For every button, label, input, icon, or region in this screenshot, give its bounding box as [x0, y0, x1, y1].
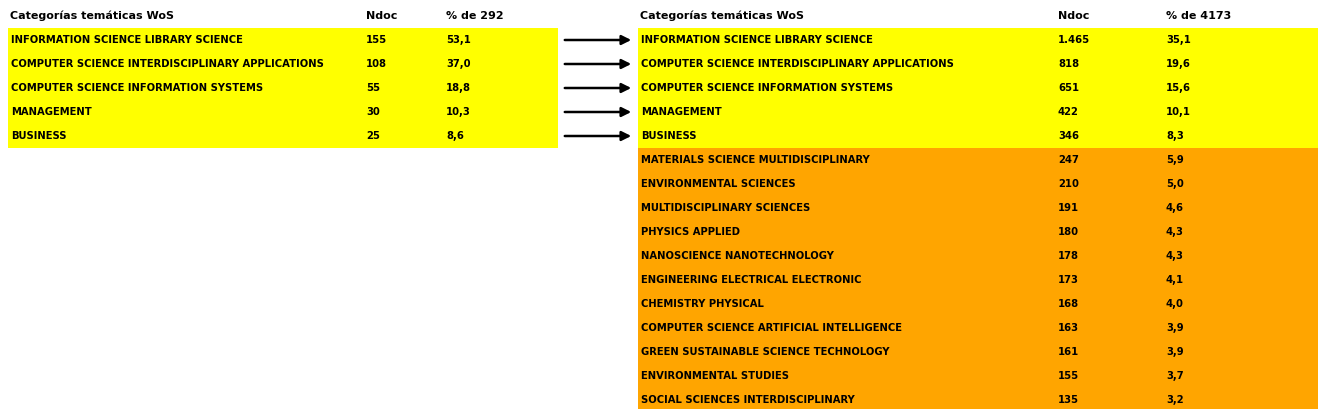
- Text: 168: 168: [1058, 299, 1080, 309]
- Bar: [638, 244, 1318, 268]
- Text: ENVIRONMENTAL STUDIES: ENVIRONMENTAL STUDIES: [642, 371, 789, 381]
- Text: 4,3: 4,3: [1166, 227, 1184, 237]
- Text: 191: 191: [1058, 203, 1080, 213]
- Text: % de 292: % de 292: [446, 11, 504, 21]
- Text: 8,3: 8,3: [1166, 131, 1184, 141]
- Text: INFORMATION SCIENCE LIBRARY SCIENCE: INFORMATION SCIENCE LIBRARY SCIENCE: [642, 35, 873, 45]
- Bar: [8, 28, 558, 52]
- Text: 3,7: 3,7: [1166, 371, 1184, 381]
- Bar: [638, 316, 1318, 340]
- Bar: [638, 268, 1318, 292]
- Text: COMPUTER SCIENCE ARTIFICIAL INTELLIGENCE: COMPUTER SCIENCE ARTIFICIAL INTELLIGENCE: [642, 323, 902, 333]
- Text: 55: 55: [366, 83, 380, 93]
- Bar: [638, 340, 1318, 364]
- Text: 818: 818: [1058, 59, 1080, 69]
- Bar: [8, 100, 558, 124]
- Text: 53,1: 53,1: [446, 35, 471, 45]
- Text: Ndoc: Ndoc: [366, 11, 397, 21]
- Text: 4,3: 4,3: [1166, 251, 1184, 261]
- Text: CHEMISTRY PHYSICAL: CHEMISTRY PHYSICAL: [642, 299, 763, 309]
- Bar: [8, 124, 558, 148]
- Bar: [638, 172, 1318, 196]
- Text: 18,8: 18,8: [446, 83, 471, 93]
- Bar: [8, 52, 558, 76]
- Text: MATERIALS SCIENCE MULTIDISCIPLINARY: MATERIALS SCIENCE MULTIDISCIPLINARY: [642, 155, 869, 165]
- Bar: [638, 220, 1318, 244]
- Bar: [638, 124, 1318, 148]
- Text: 3,9: 3,9: [1166, 347, 1184, 357]
- Text: ENGINEERING ELECTRICAL ELECTRONIC: ENGINEERING ELECTRICAL ELECTRONIC: [642, 275, 861, 285]
- Bar: [638, 364, 1318, 388]
- Text: MULTIDISCIPLINARY SCIENCES: MULTIDISCIPLINARY SCIENCES: [642, 203, 810, 213]
- Text: COMPUTER SCIENCE INFORMATION SYSTEMS: COMPUTER SCIENCE INFORMATION SYSTEMS: [11, 83, 263, 93]
- Bar: [638, 388, 1318, 409]
- Text: 30: 30: [366, 107, 380, 117]
- Bar: [638, 292, 1318, 316]
- Text: 178: 178: [1058, 251, 1080, 261]
- Text: 247: 247: [1058, 155, 1078, 165]
- Text: 210: 210: [1058, 179, 1078, 189]
- Text: 180: 180: [1058, 227, 1080, 237]
- Text: 5,9: 5,9: [1166, 155, 1184, 165]
- Text: 35,1: 35,1: [1166, 35, 1191, 45]
- Bar: [638, 76, 1318, 100]
- Text: Ndoc: Ndoc: [1058, 11, 1089, 21]
- Text: 15,6: 15,6: [1166, 83, 1191, 93]
- Text: 422: 422: [1058, 107, 1078, 117]
- Bar: [638, 100, 1318, 124]
- Text: PHYSICS APPLIED: PHYSICS APPLIED: [642, 227, 740, 237]
- Text: 8,6: 8,6: [446, 131, 464, 141]
- Text: 4,0: 4,0: [1166, 299, 1184, 309]
- Text: 346: 346: [1058, 131, 1080, 141]
- Text: 4,1: 4,1: [1166, 275, 1184, 285]
- Text: COMPUTER SCIENCE INFORMATION SYSTEMS: COMPUTER SCIENCE INFORMATION SYSTEMS: [642, 83, 893, 93]
- Text: 25: 25: [366, 131, 380, 141]
- Text: 10,3: 10,3: [446, 107, 471, 117]
- Text: MANAGEMENT: MANAGEMENT: [642, 107, 722, 117]
- Text: Categorías temáticas WoS: Categorías temáticas WoS: [11, 11, 175, 21]
- Text: 10,1: 10,1: [1166, 107, 1191, 117]
- Text: 19,6: 19,6: [1166, 59, 1191, 69]
- Bar: [638, 52, 1318, 76]
- Text: 161: 161: [1058, 347, 1080, 357]
- Text: 4,6: 4,6: [1166, 203, 1184, 213]
- Text: 173: 173: [1058, 275, 1078, 285]
- Bar: [8, 76, 558, 100]
- Text: BUSINESS: BUSINESS: [11, 131, 66, 141]
- Text: 3,9: 3,9: [1166, 323, 1184, 333]
- Text: 155: 155: [366, 35, 388, 45]
- Text: COMPUTER SCIENCE INTERDISCIPLINARY APPLICATIONS: COMPUTER SCIENCE INTERDISCIPLINARY APPLI…: [11, 59, 324, 69]
- Text: INFORMATION SCIENCE LIBRARY SCIENCE: INFORMATION SCIENCE LIBRARY SCIENCE: [11, 35, 243, 45]
- Text: 37,0: 37,0: [446, 59, 471, 69]
- Text: 5,0: 5,0: [1166, 179, 1184, 189]
- Text: ENVIRONMENTAL SCIENCES: ENVIRONMENTAL SCIENCES: [642, 179, 795, 189]
- Text: 163: 163: [1058, 323, 1080, 333]
- Text: 155: 155: [1058, 371, 1080, 381]
- Text: SOCIAL SCIENCES INTERDISCIPLINARY: SOCIAL SCIENCES INTERDISCIPLINARY: [642, 395, 855, 405]
- Text: MANAGEMENT: MANAGEMENT: [11, 107, 91, 117]
- Text: COMPUTER SCIENCE INTERDISCIPLINARY APPLICATIONS: COMPUTER SCIENCE INTERDISCIPLINARY APPLI…: [642, 59, 954, 69]
- Bar: [638, 148, 1318, 172]
- Text: 135: 135: [1058, 395, 1080, 405]
- Text: NANOSCIENCE NANOTECHNOLOGY: NANOSCIENCE NANOTECHNOLOGY: [642, 251, 833, 261]
- Text: 108: 108: [366, 59, 388, 69]
- Text: 1.465: 1.465: [1058, 35, 1090, 45]
- Text: 651: 651: [1058, 83, 1080, 93]
- Bar: [638, 28, 1318, 52]
- Text: % de 4173: % de 4173: [1166, 11, 1232, 21]
- Text: 3,2: 3,2: [1166, 395, 1184, 405]
- Text: BUSINESS: BUSINESS: [642, 131, 696, 141]
- Bar: [638, 196, 1318, 220]
- Text: Categorías temáticas WoS: Categorías temáticas WoS: [640, 11, 804, 21]
- Text: GREEN SUSTAINABLE SCIENCE TECHNOLOGY: GREEN SUSTAINABLE SCIENCE TECHNOLOGY: [642, 347, 889, 357]
